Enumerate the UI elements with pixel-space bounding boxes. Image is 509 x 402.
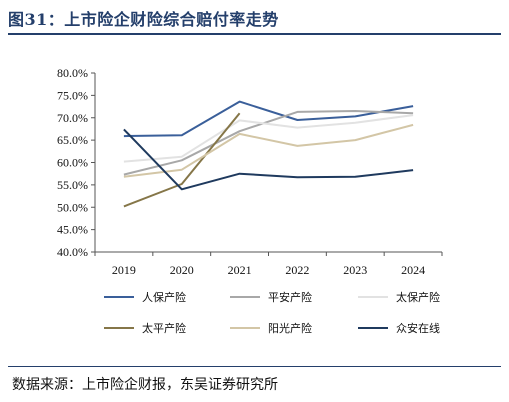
x-tick-label: 2024 bbox=[401, 263, 425, 277]
x-tick-label: 2019 bbox=[112, 263, 136, 277]
series-line-3 bbox=[123, 114, 414, 163]
series-line-1 bbox=[123, 100, 414, 138]
series-line-2 bbox=[123, 110, 414, 176]
y-tick-label: 55.0% bbox=[57, 178, 88, 192]
series-line-4 bbox=[123, 112, 241, 208]
legend-label-1: 人保产险 bbox=[142, 290, 186, 304]
series-line-6 bbox=[123, 128, 414, 191]
x-tick-label: 2023 bbox=[343, 263, 367, 277]
y-tick-label: 75.0% bbox=[57, 88, 88, 102]
title-rule bbox=[8, 33, 501, 35]
series-line-5 bbox=[123, 123, 414, 178]
y-tick-label: 45.0% bbox=[57, 223, 88, 237]
source-note: 数据来源：上市险企财报，东吴证券研究所 bbox=[12, 377, 278, 393]
legend-label-6: 众安在线 bbox=[396, 321, 440, 335]
legend-label-3: 太保产险 bbox=[396, 290, 440, 304]
x-tick-label: 2020 bbox=[170, 263, 194, 277]
x-tick-label: 2021 bbox=[228, 263, 252, 277]
y-tick-label: 50.0% bbox=[57, 200, 88, 214]
legend-label-4: 太平产险 bbox=[142, 321, 186, 335]
y-tick-label: 80.0% bbox=[57, 66, 88, 80]
y-tick-label: 70.0% bbox=[57, 111, 88, 125]
source-rule bbox=[8, 366, 501, 367]
y-tick-label: 65.0% bbox=[57, 133, 88, 147]
y-tick-label: 40.0% bbox=[57, 245, 88, 259]
chart-title: 图31：上市险企财险综合赔付率走势 bbox=[8, 10, 279, 29]
legend-label-2: 平安产险 bbox=[268, 290, 312, 304]
legend-label-5: 阳光产险 bbox=[268, 321, 312, 335]
y-tick-label: 60.0% bbox=[57, 156, 88, 170]
x-tick-label: 2022 bbox=[285, 263, 309, 277]
